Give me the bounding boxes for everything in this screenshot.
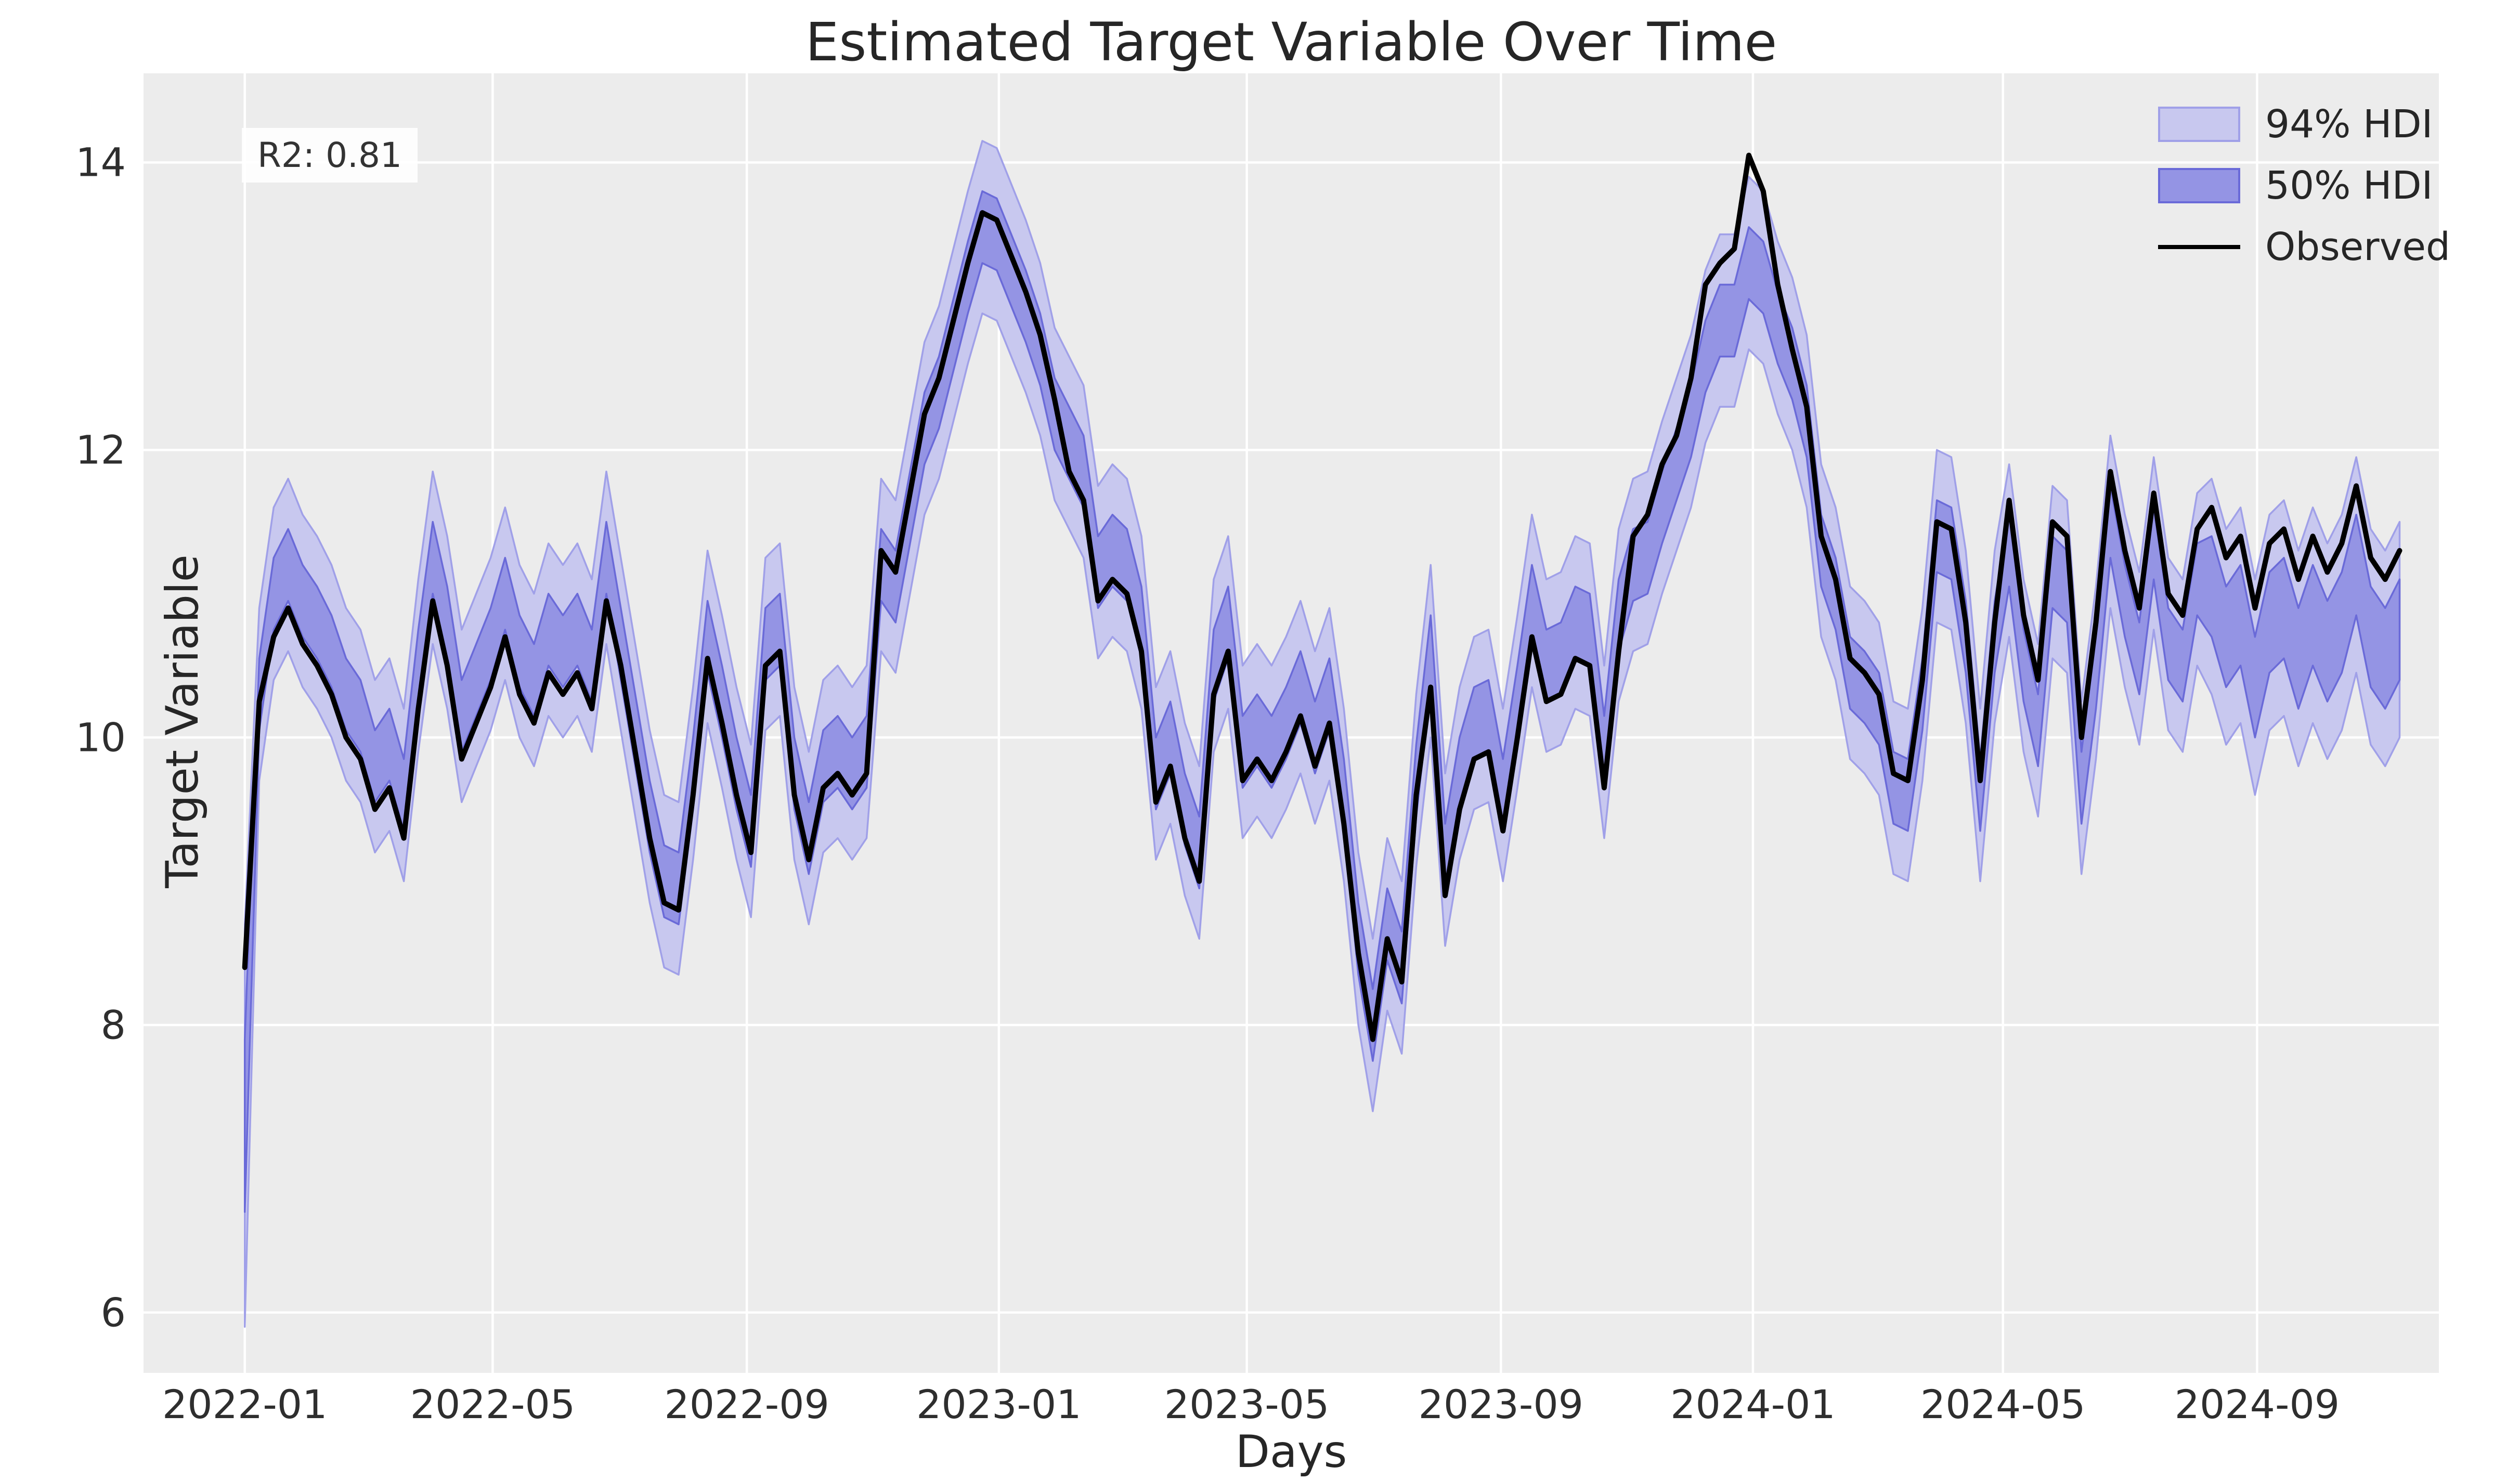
x-tick-label: 2022-09 xyxy=(664,1381,829,1427)
hdi50-swatch-icon xyxy=(2158,168,2240,203)
y-tick-label: 12 xyxy=(75,426,126,473)
hdi94-swatch-icon xyxy=(2158,107,2240,142)
x-tick-label: 2022-01 xyxy=(162,1381,328,1427)
y-tick-label: 10 xyxy=(75,714,126,761)
observed-line-swatch-icon xyxy=(2158,245,2240,249)
y-axis-label: Target Variable xyxy=(156,554,209,888)
y-tick-label: 6 xyxy=(100,1289,126,1336)
x-tick-label: 2024-09 xyxy=(2174,1381,2340,1427)
y-tick-label: 8 xyxy=(100,1002,126,1048)
grid-lines xyxy=(144,73,2439,1373)
hdi50-band xyxy=(243,190,2401,1213)
x-axis-label: Days xyxy=(1235,1426,1347,1478)
x-tick-label: 2023-09 xyxy=(1418,1381,1584,1427)
legend-label: 50% HDI xyxy=(2265,163,2433,208)
r2-annotation: R2: 0.81 xyxy=(242,128,418,183)
x-tick-label: 2024-01 xyxy=(1670,1381,1836,1427)
x-tick-label: 2022-05 xyxy=(410,1381,576,1427)
y-tick-label: 14 xyxy=(75,139,126,186)
legend-item-hdi94: 94% HDI xyxy=(2158,102,2450,147)
legend-label: Observed xyxy=(2265,225,2451,269)
legend-label: 94% HDI xyxy=(2265,102,2433,147)
observed-line xyxy=(242,152,2402,1042)
x-tick-label: 2023-01 xyxy=(916,1381,1082,1427)
x-tick-label: 2023-05 xyxy=(1164,1381,1330,1427)
x-tick-label: 2024-05 xyxy=(1920,1381,2086,1427)
legend-item-observed: Observed xyxy=(2158,225,2450,269)
chart-title: Estimated Target Variable Over Time xyxy=(805,11,1777,73)
legend-item-hdi50: 50% HDI xyxy=(2158,163,2450,208)
legend: 94% HDI 50% HDI Observed xyxy=(2158,102,2450,269)
